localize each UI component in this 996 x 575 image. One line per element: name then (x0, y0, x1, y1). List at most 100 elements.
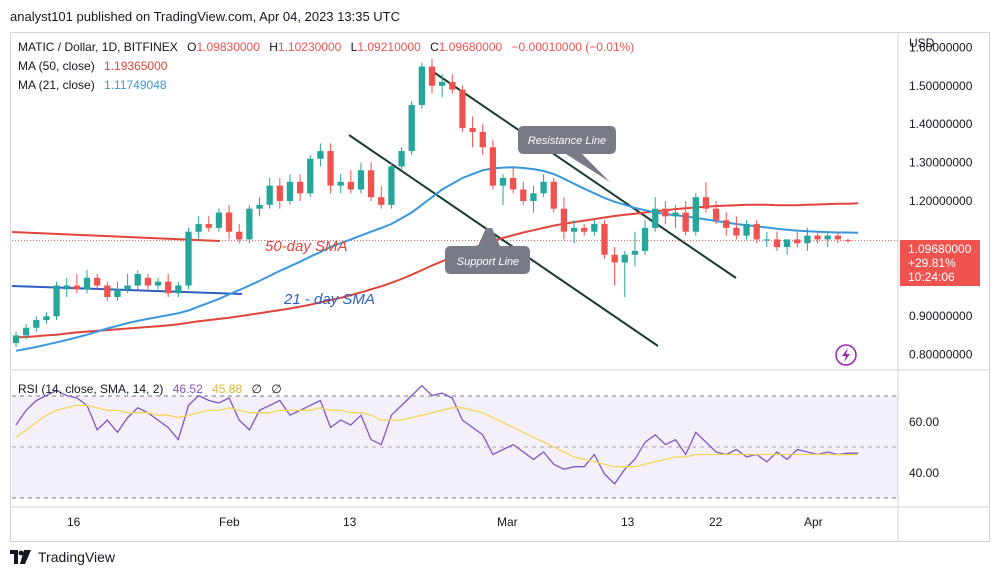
candle-body (337, 181, 344, 186)
sma21-prior-segment (11, 285, 243, 295)
candle-body (43, 316, 50, 321)
legend-ma21: MA (21, close) 1.11749048 (18, 78, 167, 92)
candle-body (824, 235, 831, 240)
candle-body (256, 204, 263, 209)
ma50-line (15, 202, 859, 339)
legend-symbol: MATIC / Dollar, 1D, BITFINEX (18, 40, 178, 54)
ma50-line-layer (15, 202, 859, 339)
candle-body (246, 208, 253, 240)
candle-body (611, 254, 618, 263)
legend-ma50-value: 1.19365000 (104, 59, 168, 73)
legend-l-label: L (351, 40, 358, 54)
support-callout[interactable] (445, 228, 530, 274)
candle-body (560, 208, 568, 232)
candle-body (631, 250, 639, 255)
support-trendline[interactable] (348, 134, 659, 347)
price-tick-label: 1.50000000 (909, 79, 973, 93)
candle-body (33, 320, 40, 328)
candle-body (520, 189, 527, 201)
lightning-icon[interactable] (835, 344, 857, 366)
lightning-bolt (842, 348, 850, 362)
candle-body (144, 277, 152, 286)
legend-ma50: MA (50, close) 1.19365000 (18, 59, 168, 73)
rsi-sma-value: 45.88 (212, 382, 242, 396)
candle-body (327, 151, 334, 186)
rsi-tick-40: 40.00 (909, 466, 939, 480)
candle-body (662, 208, 669, 217)
rsi-sma-line-layer (15, 404, 859, 468)
candle-body (844, 240, 852, 242)
candle-body (723, 220, 730, 228)
resistance-callout[interactable] (518, 126, 616, 182)
candle-body (215, 212, 223, 228)
candle-body (601, 224, 608, 255)
candle-body (621, 254, 628, 263)
candle-body (12, 335, 20, 344)
candle-body (94, 277, 101, 286)
candle-body (428, 66, 436, 86)
candle-body (712, 208, 720, 221)
legend-h-value: 1.10230000 (278, 40, 342, 54)
candle-body (134, 273, 141, 286)
price-tick-label: 0.80000000 (909, 348, 973, 362)
ma21-line-layer (15, 166, 859, 352)
price-tick-label: 1.60000000 (909, 40, 973, 54)
sma50-annotation: 50-day SMA (265, 238, 348, 255)
candle-body (692, 197, 699, 232)
candle-body (581, 227, 588, 232)
candle-body (317, 151, 324, 159)
resistance-label: Resistance Line (528, 135, 606, 147)
candle-body (357, 170, 365, 190)
rsi-sma-line (15, 404, 859, 468)
legend-o-label: O (187, 40, 196, 54)
candle-body (489, 147, 497, 186)
rsi-tick-60: 60.00 (909, 415, 939, 429)
last-price-tag (900, 240, 980, 286)
candle-body (449, 81, 456, 90)
sma50-prior-segment (11, 231, 221, 242)
time-tick-16: 16 (67, 515, 81, 529)
legend-l-value: 1.09210000 (357, 40, 421, 54)
candle-body (225, 212, 233, 232)
candle-body (570, 227, 578, 232)
candle-body (154, 281, 162, 286)
candle-body (418, 66, 425, 105)
bar-countdown: 10:24:06 (908, 270, 955, 284)
time-tick-feb: Feb (219, 515, 240, 529)
candle-body (783, 239, 791, 248)
publication-header: analyst101 published on TradingView.com,… (0, 0, 996, 32)
candle-body (479, 131, 486, 148)
rsi-value: 46.52 (173, 382, 203, 396)
candle-body (459, 89, 466, 129)
candle-body (63, 285, 70, 290)
candle-body (408, 104, 415, 152)
legend-ma21-value: 1.11749048 (104, 78, 167, 92)
rsi-line-layer (15, 384, 859, 485)
candle-body (804, 235, 811, 244)
legend-h-label: H (269, 40, 278, 54)
candle-body (733, 227, 740, 236)
candle-body (702, 197, 710, 209)
candle-body (114, 289, 121, 298)
candle-body (763, 239, 770, 241)
candle-body (652, 208, 659, 228)
candle-body (104, 285, 111, 298)
chart-area[interactable]: Resistance Line Support Line 50-day SMA … (10, 32, 990, 542)
time-tick-apr: Apr (804, 515, 823, 529)
candle-body (195, 224, 202, 232)
candle-body (73, 285, 81, 290)
resistance-trendline[interactable] (428, 68, 737, 279)
candle-body (23, 327, 30, 336)
candle-body (296, 181, 304, 194)
candle-body (591, 224, 598, 232)
candle-body (398, 151, 405, 167)
candle-body (388, 166, 395, 205)
candle-body (753, 224, 760, 240)
price-axis-ticks: 1.60000000 1.50000000 1.40000000 1.30000000… (909, 40, 973, 361)
candle-body (266, 185, 273, 205)
footer: TradingView (10, 546, 115, 568)
legend-line-main: MATIC / Dollar, 1D, BITFINEX O1.09830000… (18, 40, 634, 54)
candle-body (794, 239, 801, 244)
candle-body (743, 224, 750, 236)
candle-body (236, 231, 243, 240)
